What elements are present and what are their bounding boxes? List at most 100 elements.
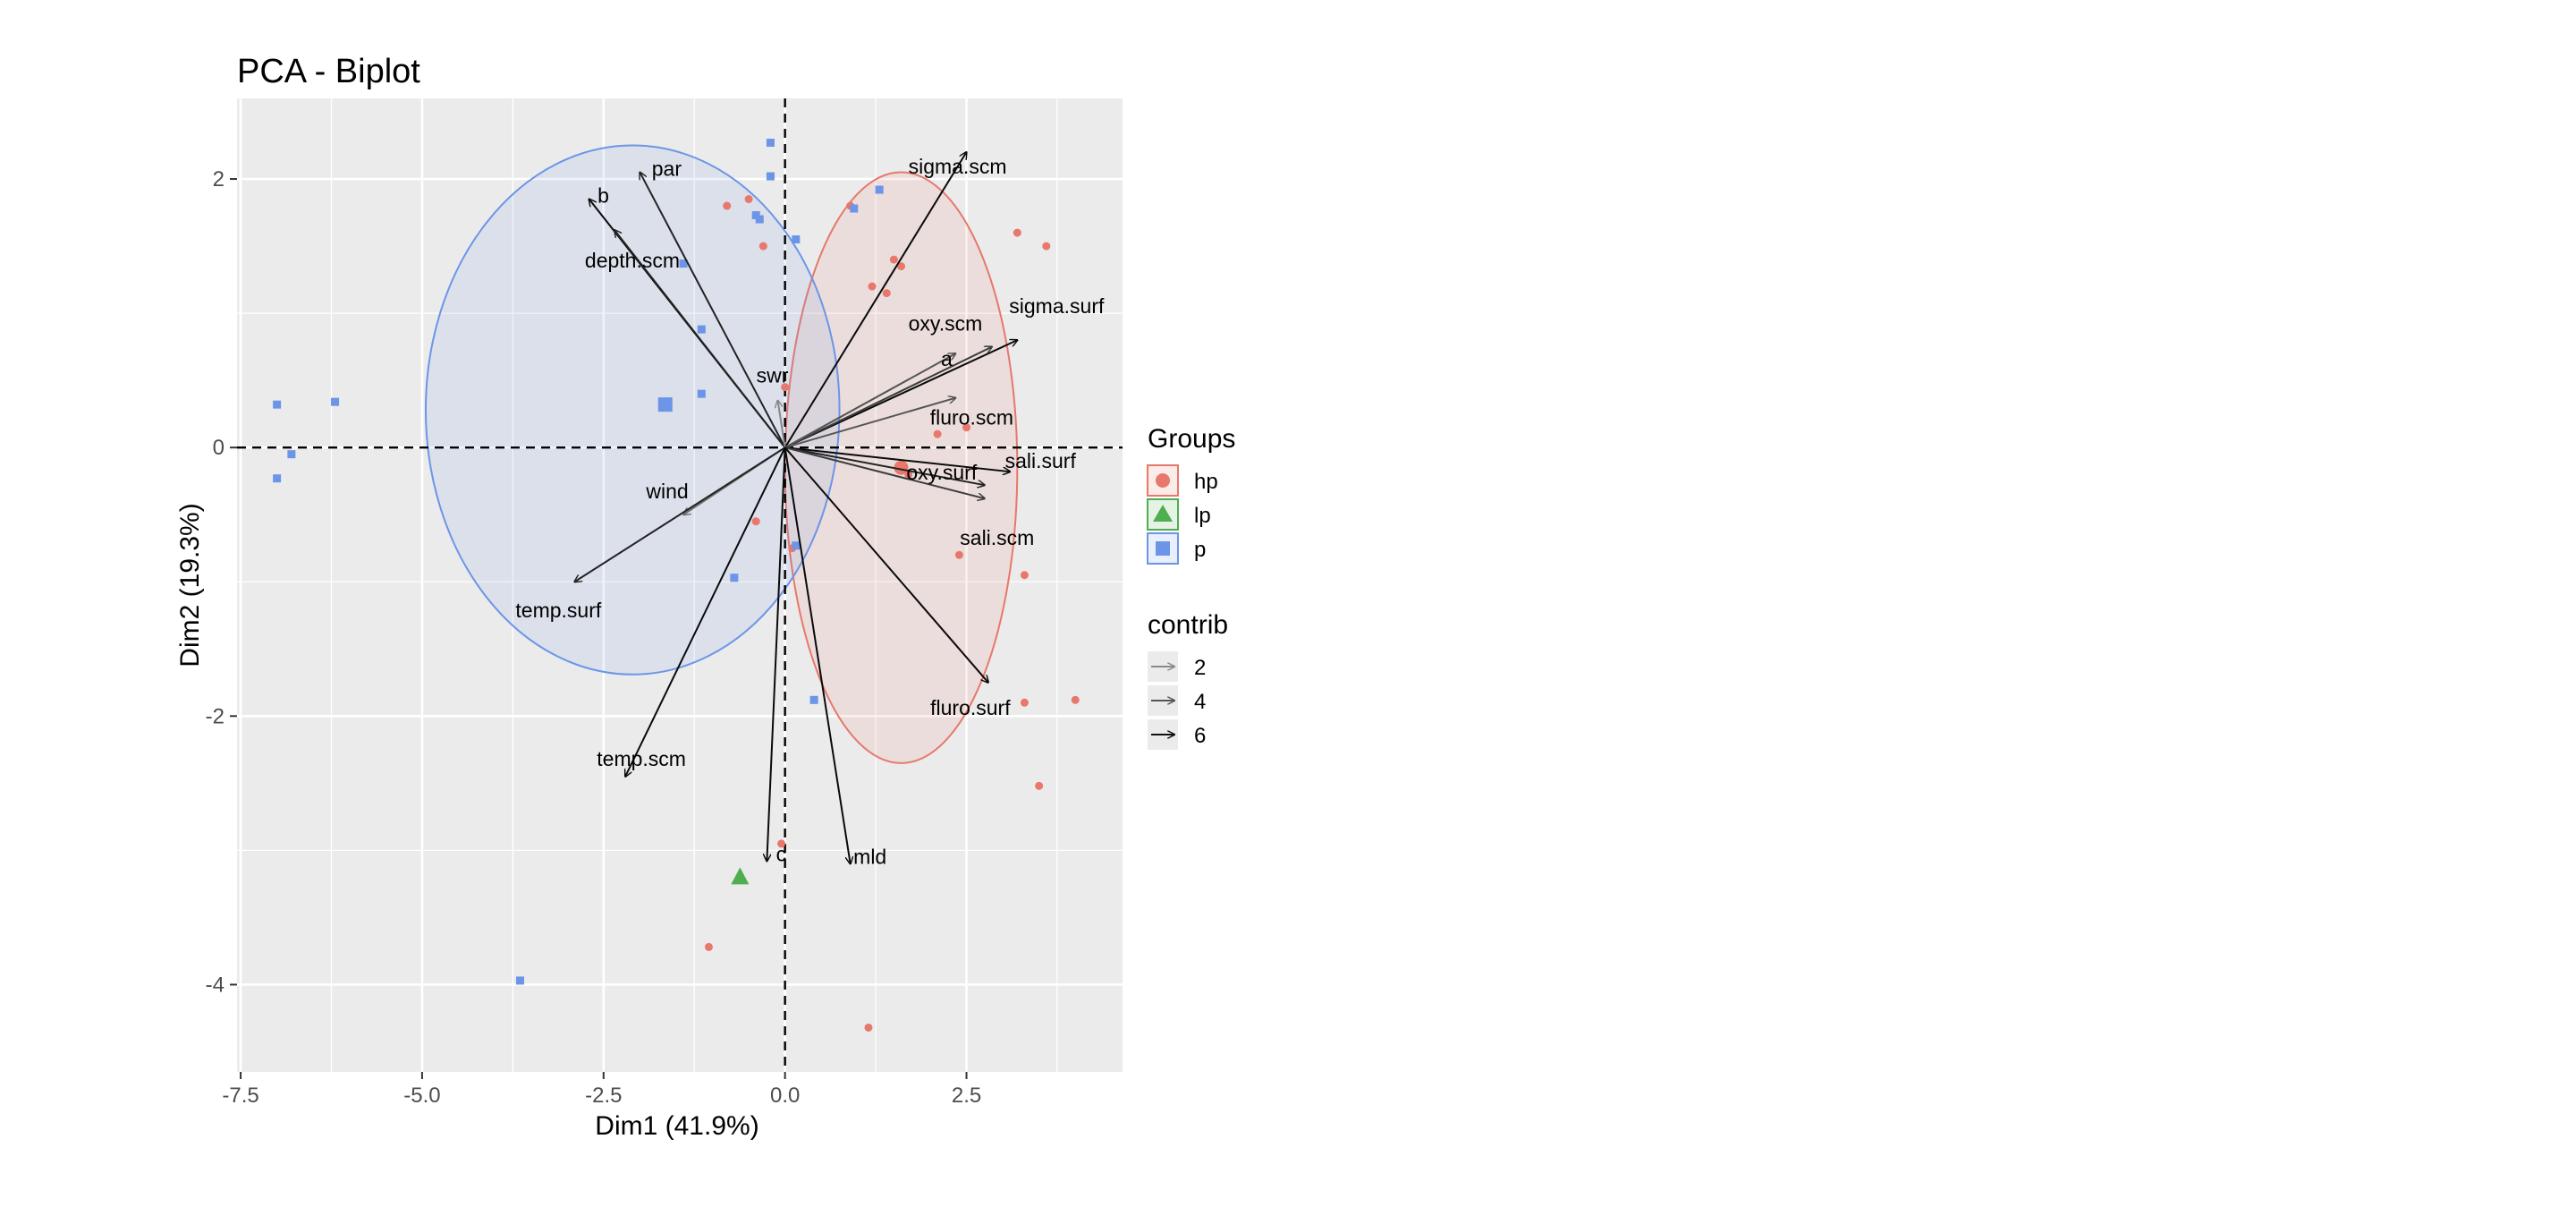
point-p — [287, 450, 296, 459]
point-p — [730, 574, 739, 582]
variable-label: temp.surf — [515, 599, 601, 622]
point-p — [809, 695, 818, 704]
arrow-sali.surf — [784, 446, 1011, 472]
point-p — [331, 397, 340, 406]
point-p — [679, 259, 688, 268]
point-p — [766, 172, 775, 181]
groups-legend: hp lp p — [1147, 464, 1218, 565]
contrib-legend-title: contrib — [1148, 610, 1228, 640]
arrow-par — [640, 173, 786, 448]
legend-symbol-hp — [1156, 473, 1170, 488]
point-p — [792, 235, 801, 244]
group-mean-p — [657, 397, 673, 412]
variable-label: temp.scm — [597, 747, 686, 770]
x-tick-label: 2.5 — [952, 1084, 981, 1108]
variable-arrows — [574, 152, 1017, 863]
arrow-fluro.surf — [784, 446, 988, 683]
contrib-label: 4 — [1194, 690, 1206, 714]
point-hp — [962, 423, 971, 432]
variable-label: sali.scm — [960, 526, 1034, 549]
point-hp — [1071, 695, 1080, 704]
point-hp — [1013, 228, 1021, 237]
variable-label: c — [776, 842, 787, 865]
x-tick-label: 0.0 — [770, 1084, 800, 1108]
variable-label: swr — [757, 364, 789, 387]
point-p — [697, 325, 706, 334]
point-hp — [864, 1023, 873, 1032]
arrow-a — [784, 353, 956, 449]
variable-label: par — [652, 157, 682, 181]
groups-legend-title: Groups — [1148, 424, 1235, 454]
legend-label: lp — [1194, 504, 1211, 528]
point-hp — [758, 242, 767, 251]
point-hp — [751, 517, 760, 526]
arrow-c — [767, 447, 786, 861]
contrib-label: 6 — [1194, 724, 1206, 748]
zero-lines — [237, 98, 1123, 1072]
contrib-label: 2 — [1194, 656, 1206, 680]
point-hp — [704, 942, 713, 951]
variable-label: oxy.surf — [906, 461, 977, 484]
arrow-oxy.scm — [784, 347, 992, 449]
arrow-depth.scm — [614, 230, 786, 448]
variable-label: depth.scm — [585, 249, 680, 272]
point-p — [850, 204, 859, 213]
y-tick-label: -2 — [206, 704, 225, 728]
point-hp — [882, 289, 891, 298]
point-p — [875, 185, 884, 194]
point-hp — [1020, 571, 1029, 580]
variable-label: mld — [853, 845, 886, 868]
arrow-sigma.scm — [784, 152, 967, 448]
point-p — [751, 211, 760, 220]
arrow-fluro.scm — [784, 398, 956, 449]
point-p — [515, 976, 524, 985]
group-mean-hp — [894, 460, 909, 475]
arrow-mld — [784, 447, 851, 863]
ellipse-p — [424, 144, 841, 676]
point-hp — [781, 383, 790, 392]
variable-label: sali.surf — [1005, 449, 1077, 472]
point-hp — [777, 839, 786, 848]
y-axis-label: Dim2 (19.3%) — [175, 503, 205, 667]
legend-symbol-lp — [1153, 505, 1173, 522]
x-tick-label: -5.0 — [403, 1084, 440, 1108]
y-tick-label: 0 — [213, 436, 225, 460]
y-tick-label: 2 — [213, 167, 225, 191]
point-p — [766, 139, 775, 148]
variable-label: b — [597, 184, 609, 208]
point-hp — [889, 255, 898, 264]
variable-labels: sigma.scm par b depth.scm sigma.surf oxy.scm a… — [515, 155, 1105, 868]
point-hp — [723, 201, 732, 210]
point-hp — [1035, 781, 1044, 790]
arrow-swr — [778, 401, 786, 448]
x-axis-label: Dim1 (41.9%) — [595, 1111, 758, 1141]
point-hp — [933, 429, 942, 438]
legend-label: hp — [1194, 470, 1218, 494]
y-axis-ticks: 2 0 -2 -4 — [206, 167, 237, 997]
variable-label: a — [941, 347, 953, 370]
x-tick-label: -2.5 — [585, 1084, 622, 1108]
point-hp — [744, 195, 753, 204]
x-axis-ticks: -7.5 -5.0 -2.5 0.0 2.5 — [222, 1072, 981, 1108]
variable-label: wind — [645, 480, 688, 503]
variable-label: sigma.scm — [909, 155, 1007, 178]
arrow-oxy.surf — [784, 446, 985, 485]
arrow-sali.scm — [784, 446, 985, 498]
legend-symbol-p — [1156, 541, 1170, 556]
point-hp — [1020, 698, 1029, 707]
individual-points — [273, 139, 1080, 1032]
y-tick-label: -4 — [206, 973, 225, 997]
point-hp — [954, 550, 963, 559]
variable-label: fluro.scm — [930, 406, 1013, 429]
point-hp — [868, 282, 877, 291]
chart-title: PCA - Biplot — [237, 53, 420, 90]
variable-label: sigma.surf — [1009, 294, 1105, 318]
point-p — [273, 474, 282, 483]
variable-label: oxy.scm — [909, 312, 983, 336]
x-tick-label: -7.5 — [222, 1084, 258, 1108]
variable-label: fluro.surf — [930, 696, 1011, 719]
point-hp — [897, 262, 905, 271]
contrib-legend: 2 4 6 — [1148, 651, 1206, 750]
point-p — [273, 400, 282, 409]
point-p — [755, 215, 764, 224]
